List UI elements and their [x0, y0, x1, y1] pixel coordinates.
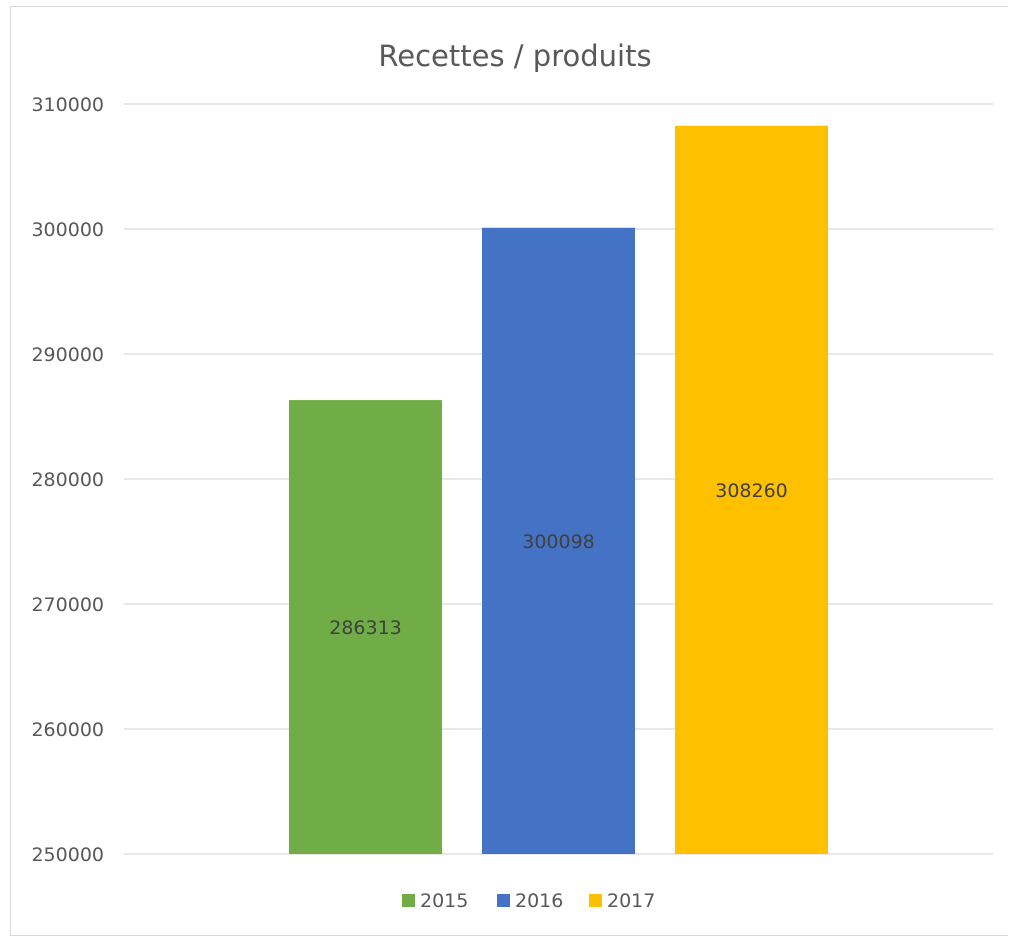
- bar-2015: [289, 400, 442, 854]
- legend-swatch-2017: [589, 894, 602, 907]
- legend-swatch-2016: [497, 894, 510, 907]
- y-tick-label: 290000: [31, 344, 104, 366]
- legend-label-2015: 2015: [420, 890, 468, 912]
- bar-2016: [482, 227, 635, 854]
- y-tick-label: 300000: [31, 219, 104, 241]
- data-label-2017: 308260: [715, 480, 788, 502]
- legend-label-2016: 2016: [515, 890, 563, 912]
- y-axis: 250000 260000 270000 280000 290000 300000 3100…: [31, 94, 104, 866]
- y-tick-label: 310000: [31, 94, 104, 116]
- y-tick-label: 270000: [31, 594, 104, 616]
- legend-swatch-2015: [402, 894, 415, 907]
- legend: 2015 2016 2017: [402, 890, 655, 912]
- data-labels: 286313 300098 308260: [329, 480, 788, 639]
- y-tick-label: 250000: [31, 844, 104, 866]
- data-label-2015: 286313: [329, 617, 402, 639]
- chart-title: Recettes / produits: [378, 39, 651, 73]
- data-label-2016: 300098: [522, 531, 595, 553]
- y-tick-label: 260000: [31, 719, 104, 741]
- legend-label-2017: 2017: [607, 890, 655, 912]
- bar-2017: [675, 125, 828, 854]
- bars: [289, 125, 828, 854]
- y-tick-label: 280000: [31, 469, 104, 491]
